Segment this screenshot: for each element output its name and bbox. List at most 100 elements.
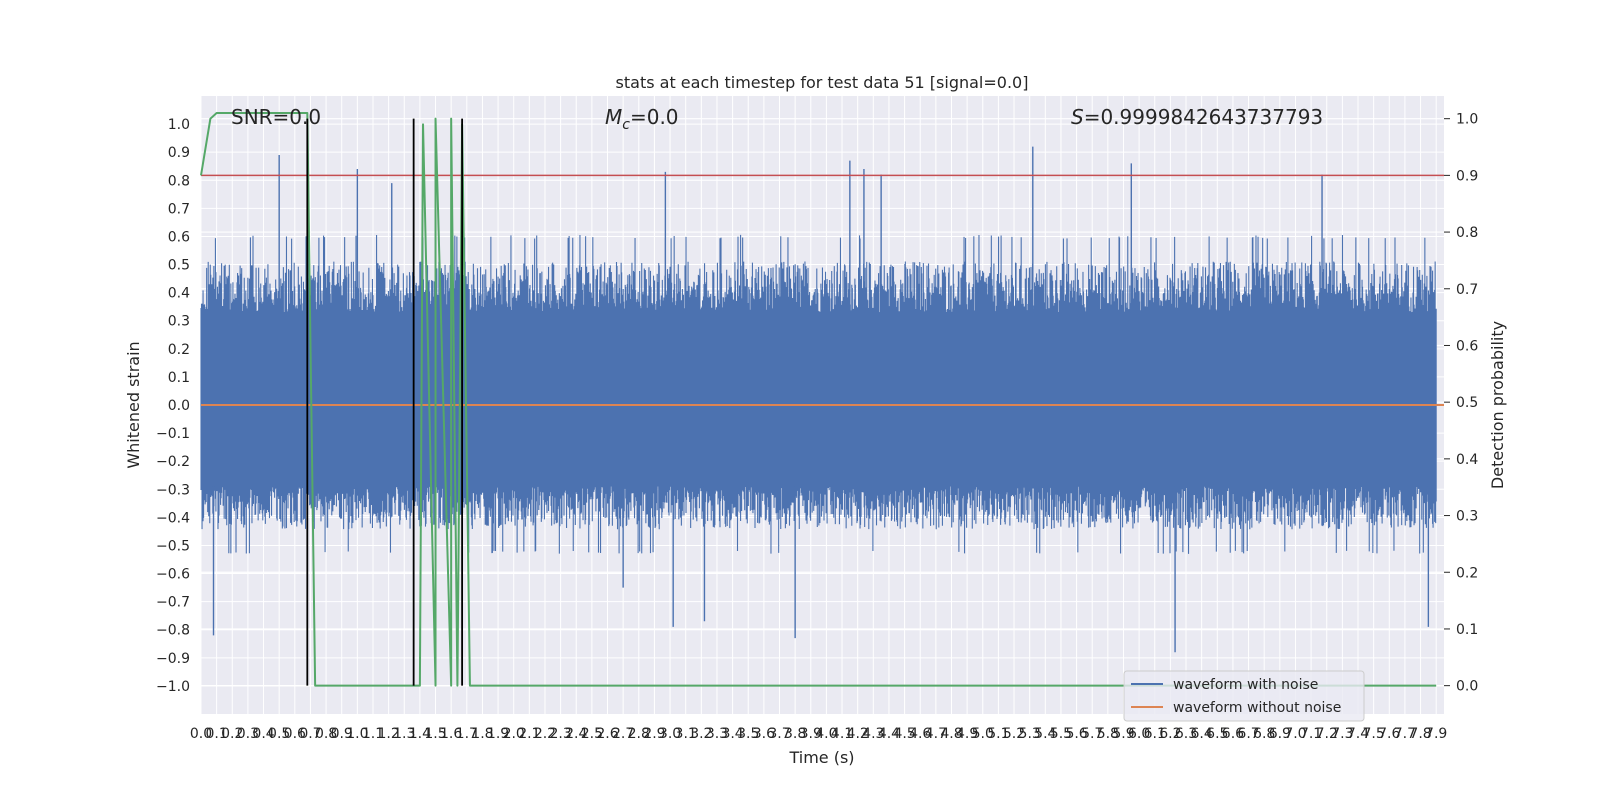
y-tick-label: 0.3 <box>168 314 190 330</box>
y-tick-label: −0.2 <box>156 454 190 470</box>
x-tick-label: 1.2 <box>377 726 399 742</box>
y2-tick-label: 0.3 <box>1456 509 1478 525</box>
y-tick-label: 0.8 <box>168 173 190 189</box>
x-tick-label: 5.1 <box>987 726 1009 742</box>
x-tick-label: 4.4 <box>878 726 900 742</box>
x-tick-label: 5.2 <box>1003 726 1025 742</box>
x-tick-label: 5.0 <box>972 726 994 742</box>
x-tick-label: 3.4 <box>721 726 743 742</box>
x-tick-label: 6.3 <box>1175 726 1197 742</box>
x-tick-label: 0.8 <box>315 726 337 742</box>
y-tick-label: 0.1 <box>168 370 190 386</box>
x-tick-label: 2.4 <box>565 726 587 742</box>
chart-title: stats at each timestep for test data 51 … <box>616 73 1029 92</box>
x-tick-label: 2.5 <box>581 726 603 742</box>
x-tick-label: 7.2 <box>1316 726 1338 742</box>
x-tick-label: 6.6 <box>1222 726 1244 742</box>
y-tick-label: −1.0 <box>156 679 190 695</box>
x-tick-label: 1.3 <box>393 726 415 742</box>
x-tick-label: 3.0 <box>659 726 681 742</box>
x-tick-label: 0.4 <box>252 726 274 742</box>
x-tick-label: 0.3 <box>237 726 259 742</box>
y-tick-label: −0.3 <box>156 482 190 498</box>
x-tick-label: 3.6 <box>753 726 775 742</box>
x-axis-label: Time (s) <box>788 748 854 767</box>
x-tick-label: 1.4 <box>409 726 431 742</box>
x-tick-label: 2.3 <box>549 726 571 742</box>
x-tick-label: 4.3 <box>862 726 884 742</box>
x-tick-label: 7.3 <box>1331 726 1353 742</box>
x-tick-label: 1.8 <box>471 726 493 742</box>
x-tick-label: 6.4 <box>1191 726 1213 742</box>
legend-label-clean: waveform without noise <box>1173 700 1341 716</box>
y2-tick-label: 0.8 <box>1456 225 1478 241</box>
x-tick-label: 7.9 <box>1425 726 1447 742</box>
y2-axis-label: Detection probability <box>1488 321 1507 489</box>
y-tick-label: −0.5 <box>156 538 190 554</box>
x-tick-label: 0.1 <box>206 726 228 742</box>
x-tick-label: 2.8 <box>628 726 650 742</box>
y-tick-label: 0.0 <box>168 398 190 414</box>
y-tick-label: −0.9 <box>156 651 190 667</box>
x-tick-label: 2.1 <box>518 726 540 742</box>
x-tick-label: 6.0 <box>1128 726 1150 742</box>
x-tick-label: 4.1 <box>831 726 853 742</box>
x-tick-label: 7.0 <box>1284 726 1306 742</box>
y2-axis-ticks: 1.0 0.9 0.8 0.7 0.6 0.5 0.4 0.3 0.2 0.1 0.0 <box>1444 112 1478 695</box>
x-tick-label: 6.5 <box>1206 726 1228 742</box>
x-tick-label: 1.5 <box>424 726 446 742</box>
x-tick-label: 2.7 <box>612 726 634 742</box>
x-tick-label: 6.7 <box>1237 726 1259 742</box>
x-tick-label: 7.7 <box>1394 726 1416 742</box>
x-tick-label: 4.0 <box>815 726 837 742</box>
x-tick-label: 4.2 <box>847 726 869 742</box>
x-tick-label: 1.9 <box>487 726 509 742</box>
x-tick-label: 2.2 <box>534 726 556 742</box>
x-tick-label: 0.2 <box>221 726 243 742</box>
x-tick-label: 0.0 <box>190 726 212 742</box>
detection-probability-line <box>200 112 1437 687</box>
y2-tick-label: 0.9 <box>1456 168 1478 184</box>
x-tick-label: 3.5 <box>737 726 759 742</box>
x-axis-ticks: 0.00.10.20.30.40.50.60.70.80.91.01.11.21… <box>190 726 1447 742</box>
y-tick-label: −0.7 <box>156 595 190 611</box>
x-tick-label: 4.6 <box>909 726 931 742</box>
x-tick-label: 1.7 <box>456 726 478 742</box>
y-tick-label: 1.0 <box>168 117 190 133</box>
x-tick-label: 3.7 <box>768 726 790 742</box>
x-tick-label: 0.5 <box>268 726 290 742</box>
x-tick-label: 6.1 <box>1144 726 1166 742</box>
y-axis-ticks: 1.0 0.9 0.8 0.7 0.6 0.5 0.4 0.3 0.2 0.1 0.0 −0.1 −0.… <box>156 117 190 695</box>
y-tick-label: 0.5 <box>168 258 190 274</box>
x-tick-label: 4.7 <box>925 726 947 742</box>
y2-tick-label: 0.6 <box>1456 338 1478 354</box>
x-tick-label: 7.1 <box>1300 726 1322 742</box>
y2-tick-label: 0.2 <box>1456 565 1478 581</box>
x-tick-label: 5.6 <box>1065 726 1087 742</box>
y2-tick-label: 0.7 <box>1456 282 1478 298</box>
x-tick-label: 0.7 <box>299 726 321 742</box>
x-tick-label: 7.5 <box>1363 726 1385 742</box>
x-tick-label: 7.4 <box>1347 726 1369 742</box>
x-tick-label: 5.4 <box>1034 726 1056 742</box>
legend-box <box>1123 670 1365 722</box>
x-tick-label: 3.1 <box>675 726 697 742</box>
x-tick-label: 2.0 <box>503 726 525 742</box>
y-tick-label: 0.6 <box>168 229 190 245</box>
noise-core <box>201 312 1437 487</box>
y-tick-label: 0.2 <box>168 342 190 358</box>
x-tick-label: 5.8 <box>1097 726 1119 742</box>
x-tick-label: 5.3 <box>1019 726 1041 742</box>
annotation-s: S=0.9999842643737793 <box>1071 105 1323 129</box>
y-tick-label: −0.1 <box>156 426 190 442</box>
x-tick-label: 5.5 <box>1050 726 1072 742</box>
x-tick-label: 4.8 <box>940 726 962 742</box>
annotation-snr: SNR=0.0 <box>231 105 321 129</box>
y2-tick-label: 0.0 <box>1456 679 1478 695</box>
legend-label-noise: waveform with noise <box>1173 677 1318 693</box>
y-tick-label: 0.4 <box>168 286 190 302</box>
y-tick-label: 0.9 <box>168 145 190 161</box>
y-tick-label: 0.7 <box>168 201 190 217</box>
y2-tick-label: 0.5 <box>1456 395 1478 411</box>
